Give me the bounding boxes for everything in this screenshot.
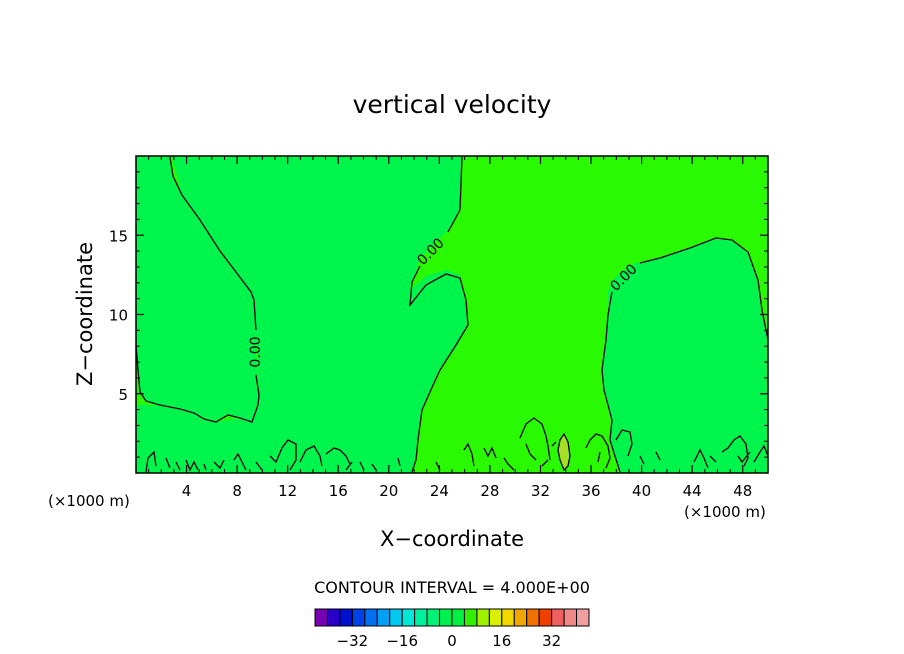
x-tick-label: 40 (632, 482, 651, 500)
colorbar-cell (463, 608, 478, 627)
x-tick-label: 36 (581, 482, 600, 500)
contour-lines (135, 156, 769, 473)
colorbar-cell (339, 608, 353, 627)
y-axis-label: Z−coordinate (73, 242, 97, 386)
x-tick-label: 12 (278, 482, 297, 500)
colorbar-cell (351, 608, 366, 627)
colorbar-tick-label: 32 (542, 632, 561, 650)
colorbar-cell (401, 608, 416, 627)
colorbar-cell (364, 608, 378, 627)
x-tick-label: 8 (232, 482, 242, 500)
colorbar (314, 608, 590, 627)
x-tick-label: 48 (733, 482, 752, 500)
contour-line-strong-cell (557, 432, 571, 472)
x-tick-label: 28 (480, 482, 499, 500)
colorbar-cell (563, 608, 578, 627)
contour-line-left (135, 156, 260, 423)
x-tick-label: 24 (430, 482, 449, 500)
x-axis-ticks: 4 8 12 16 20 24 28 32 36 40 44 48 (148, 156, 756, 500)
colorbar-tick-label: 16 (492, 632, 511, 650)
colorbar-cell (389, 608, 403, 627)
colorbar-tick-label: −16 (386, 632, 418, 650)
colorbar-cell (538, 608, 553, 627)
colorbar-cell (551, 608, 565, 627)
x-axis-unit: (×1000 m) (684, 503, 766, 521)
x-axis-label: X−coordinate (380, 527, 524, 551)
colorbar-cell (314, 608, 328, 627)
colorbar-labels: −32 −16 0 16 32 (337, 632, 562, 650)
colorbar-cell (426, 608, 441, 627)
colorbar-cell (526, 608, 540, 627)
colorbar-cell (326, 608, 341, 627)
x-tick-label: 4 (182, 482, 192, 500)
field-negative-region-left (136, 157, 259, 422)
colorbar-cell (476, 608, 490, 627)
contour-line-lowlevel (145, 417, 769, 473)
contour-line-center (409, 156, 469, 473)
field-negative-region-right (602, 238, 768, 472)
x-tick-label: 44 (683, 482, 702, 500)
colorbar-cell (513, 608, 528, 627)
contour-interval-text: CONTOUR INTERVAL = 4.000E+00 (314, 578, 590, 597)
colorbar-tick-label: 0 (447, 632, 457, 650)
contour-line-right (601, 237, 769, 473)
colorbar-cell (501, 608, 515, 627)
colorbar-cell (439, 608, 453, 627)
y-tick-label: 5 (118, 386, 128, 404)
y-axis-unit: (×1000 m) (48, 492, 130, 510)
colorbar-cell (576, 608, 590, 627)
y-axis-ticks: 5 10 15 (109, 171, 768, 458)
contour-field (136, 156, 768, 473)
colorbar-cell (488, 608, 503, 627)
colorbar-cell (451, 608, 465, 627)
y-tick-label: 15 (109, 227, 128, 245)
colorbar-cell (376, 608, 391, 627)
colorbar-tick-label: −32 (337, 632, 369, 650)
y-tick-label: 10 (109, 307, 128, 325)
contour-label: 0.00 (248, 336, 264, 367)
x-tick-label: 16 (329, 482, 348, 500)
chart-title: vertical velocity (353, 90, 552, 119)
field-negative-region-middle (136, 157, 468, 472)
x-tick-label: 20 (379, 482, 398, 500)
x-tick-label: 32 (531, 482, 550, 500)
colorbar-cell (414, 608, 428, 627)
